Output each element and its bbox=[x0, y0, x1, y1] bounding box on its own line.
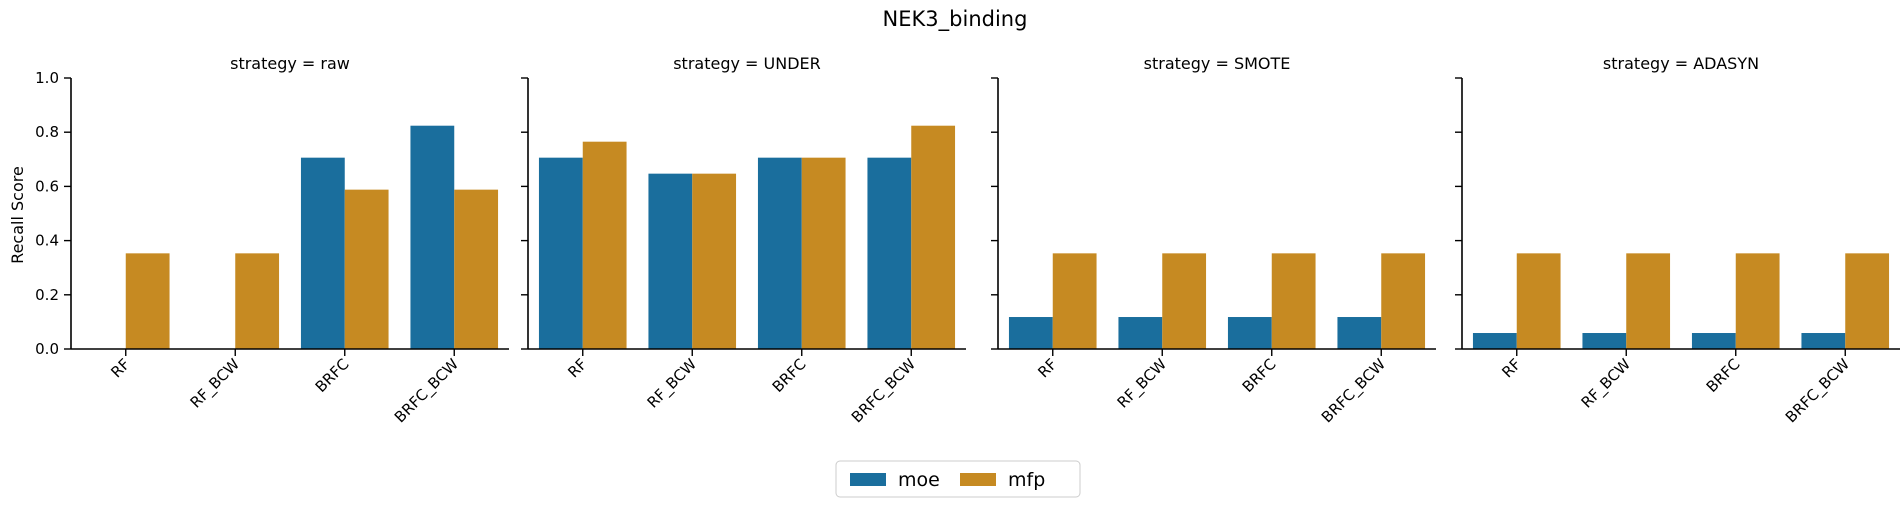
y-tick-label: 0.4 bbox=[35, 232, 59, 250]
bar-moe-rf bbox=[1472, 333, 1517, 349]
x-tick-label: BRFC bbox=[1703, 355, 1744, 396]
bar-mfp-rf-bcw bbox=[1626, 253, 1671, 349]
x-tick-label: RF_BCW bbox=[1114, 355, 1171, 412]
panel-title: strategy = SMOTE bbox=[1144, 54, 1291, 73]
x-tick-label: RF bbox=[107, 355, 133, 381]
panel-title: strategy = UNDER bbox=[673, 54, 821, 73]
bar-mfp-rf bbox=[582, 141, 627, 349]
bar-moe-brfc bbox=[300, 157, 345, 349]
bar-moe-brfc bbox=[1227, 317, 1272, 349]
bar-mfp-rf-bcw bbox=[235, 253, 280, 349]
y-axis-label: Recall Score bbox=[8, 166, 27, 264]
bar-mfp-brfc bbox=[1735, 253, 1780, 349]
bar-mfp-brfc bbox=[801, 157, 846, 349]
x-tick-label: RF bbox=[1034, 355, 1060, 381]
y-tick-label: 0.8 bbox=[35, 123, 59, 141]
y-tick-label: 0.0 bbox=[35, 340, 59, 358]
x-tick-label: BRFC bbox=[312, 355, 353, 396]
bar-moe-rf bbox=[538, 157, 583, 349]
x-tick-label: BRFC_BCW bbox=[1782, 355, 1854, 427]
bar-mfp-brfc-bcw bbox=[1381, 253, 1426, 349]
bar-moe-rf bbox=[1008, 317, 1053, 349]
x-tick-label: BRFC_BCW bbox=[1318, 355, 1390, 427]
legend-label-mfp: mfp bbox=[1008, 469, 1045, 491]
panel-title: strategy = raw bbox=[230, 54, 350, 73]
x-tick-label: BRFC_BCW bbox=[391, 355, 463, 427]
x-tick-label: RF_BCW bbox=[1578, 355, 1635, 412]
x-tick-label: RF_BCW bbox=[187, 355, 244, 412]
bar-moe-rf-bcw bbox=[1118, 317, 1163, 349]
panel-3: strategy = SMOTE RF RF_BCW BRFC BRFC_BCW bbox=[991, 54, 1436, 427]
x-tick-label: BRFC_BCW bbox=[848, 355, 920, 427]
y-tick-label: 0.6 bbox=[35, 177, 59, 195]
panel-1: strategy = raw 0.0 0.2 0.4 0.6 0.8 1.0 RF RF_BCW… bbox=[35, 54, 509, 427]
bar-mfp-brfc-bcw bbox=[911, 125, 956, 349]
bar-moe-brfc bbox=[757, 157, 802, 349]
bar-mfp-rf bbox=[1052, 253, 1097, 349]
y-tick-label: 0.2 bbox=[35, 286, 59, 304]
bar-mfp-brfc-bcw bbox=[454, 189, 499, 349]
bar-moe-brfc bbox=[1691, 333, 1736, 349]
bar-moe-brfc-bcw bbox=[1801, 333, 1846, 349]
bar-mfp-rf-bcw bbox=[692, 173, 737, 349]
bar-moe-rf-bcw bbox=[1582, 333, 1627, 349]
bar-mfp-brfc bbox=[1271, 253, 1316, 349]
bar-moe-rf-bcw bbox=[648, 173, 693, 349]
bar-moe-brfc-bcw bbox=[867, 157, 912, 349]
x-tick-label: RF_BCW bbox=[644, 355, 701, 412]
x-tick-label: RF bbox=[1498, 355, 1524, 381]
legend-swatch-mfp bbox=[960, 473, 996, 486]
legend: moe mfp bbox=[835, 460, 1081, 498]
legend-swatch-moe bbox=[850, 473, 886, 486]
bar-mfp-rf-bcw bbox=[1162, 253, 1207, 349]
panel-title: strategy = ADASYN bbox=[1603, 54, 1759, 73]
bar-mfp-brfc bbox=[344, 189, 389, 349]
bar-moe-brfc-bcw bbox=[1337, 317, 1382, 349]
x-tick-label: BRFC bbox=[769, 355, 810, 396]
bar-moe-brfc-bcw bbox=[410, 125, 455, 349]
x-tick-label: RF bbox=[564, 355, 590, 381]
bar-mfp-brfc-bcw bbox=[1845, 253, 1890, 349]
bar-mfp-rf bbox=[1516, 253, 1561, 349]
legend-label-moe: moe bbox=[898, 469, 940, 491]
legend-box bbox=[835, 460, 1081, 498]
y-tick-label: 1.0 bbox=[35, 69, 59, 87]
panel-2: strategy = UNDER RF RF_BCW BRFC BRFC_BCW bbox=[521, 54, 966, 427]
panels: strategy = raw 0.0 0.2 0.4 0.6 0.8 1.0 RF RF_BCW… bbox=[35, 54, 1900, 427]
chart-title: NEK3_binding bbox=[883, 7, 1028, 32]
bar-mfp-rf bbox=[125, 253, 170, 349]
panel-4: strategy = ADASYN RF RF_BCW BRFC BRFC_BCW bbox=[1455, 54, 1900, 427]
x-tick-label: BRFC bbox=[1239, 355, 1280, 396]
